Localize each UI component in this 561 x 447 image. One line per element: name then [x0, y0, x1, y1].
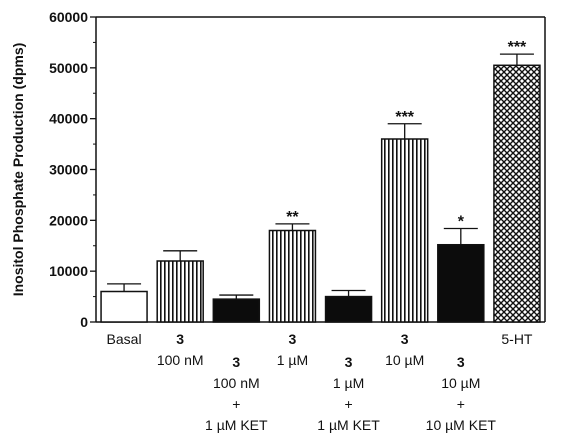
bar — [437, 243, 485, 323]
bar — [268, 229, 317, 323]
bar — [156, 260, 204, 323]
y-tick-label: 40000 — [49, 111, 88, 127]
bars — [100, 53, 541, 323]
x-category-label: 10 µM KET — [426, 417, 497, 433]
labels: 0 10000 20000 30000 40000 50000 60000 Inositol … — [10, 9, 533, 433]
x-category-label: 1 µM KET — [205, 417, 268, 433]
x-category-label: 3 — [401, 331, 409, 347]
x-category-label: 1 µM — [277, 352, 308, 368]
x-category-label: 3 — [176, 331, 184, 347]
x-category-label: 3 — [232, 354, 240, 370]
x-category-label: 10 µM — [441, 375, 480, 391]
bar — [324, 295, 373, 323]
y-tick-label: 60000 — [49, 9, 88, 25]
bar — [212, 298, 261, 323]
y-tick-label: 50000 — [49, 60, 88, 76]
x-category-label: 10 µM — [385, 352, 424, 368]
significance-label: *** — [395, 109, 414, 126]
significance-label: ** — [286, 209, 299, 226]
significance-label: *** — [508, 39, 527, 56]
bar — [100, 290, 148, 323]
x-category-label: 3 — [289, 331, 297, 347]
y-tick-label: 10000 — [49, 263, 88, 279]
x-category-label: 100 nM — [213, 375, 260, 391]
x-category-label: 3 — [457, 354, 465, 370]
x-category-label: 1 µM KET — [317, 417, 380, 433]
y-tick-label: 20000 — [49, 212, 88, 228]
x-category-label: + — [457, 396, 465, 412]
y-axis-label: Inositol Phosphate Production (dpms) — [10, 43, 26, 297]
y-tick-label: 30000 — [49, 162, 88, 178]
x-category-label: 1 µM — [333, 375, 364, 391]
x-category-label: + — [344, 396, 352, 412]
bar — [380, 138, 429, 323]
x-category-label: 5-HT — [501, 331, 533, 347]
x-category-label: 100 nM — [157, 352, 204, 368]
x-category-label: Basal — [107, 331, 142, 347]
x-category-label: + — [232, 396, 240, 412]
bar — [493, 64, 541, 323]
x-category-label: 3 — [345, 354, 353, 370]
y-tick-label: 0 — [80, 314, 88, 330]
significance-label: * — [458, 213, 465, 230]
